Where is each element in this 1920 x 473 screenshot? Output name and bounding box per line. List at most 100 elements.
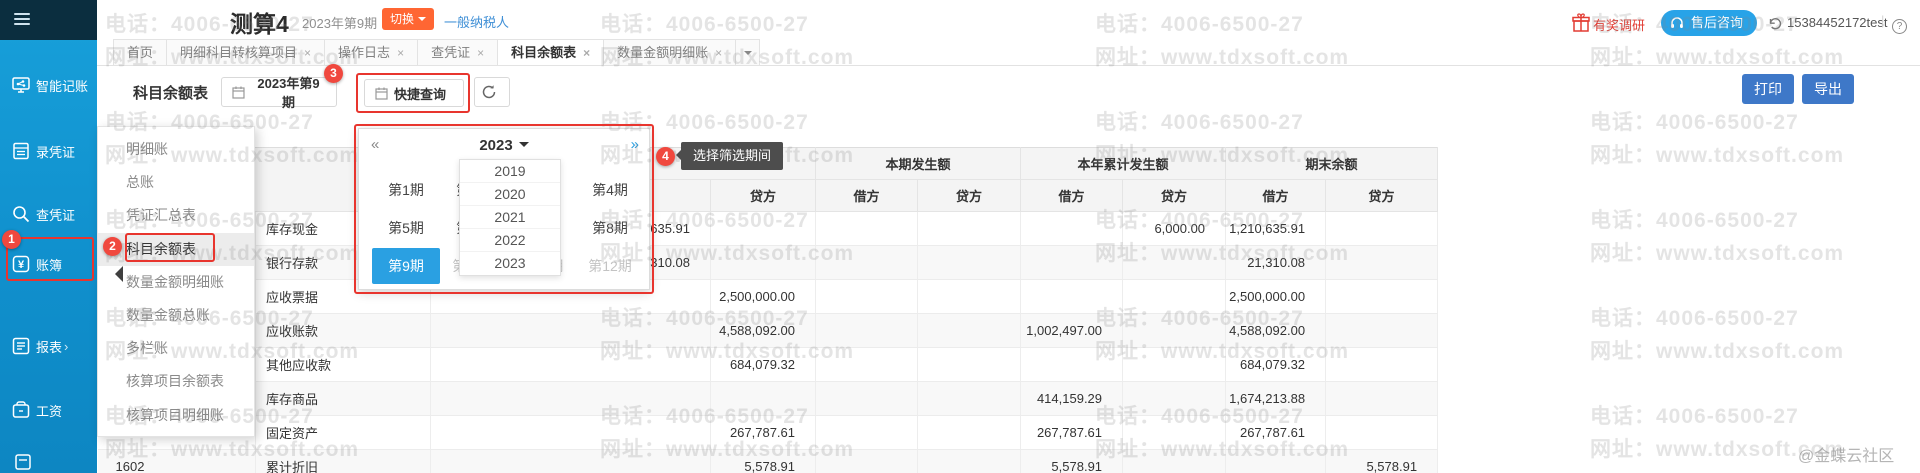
flyout-item-6[interactable]: 数量金额总账 [126, 306, 210, 323]
report-icon [12, 337, 30, 355]
cell-opening_cr: 5,578.91 [710, 449, 817, 473]
cell-closing_dr: 2,500,000.00 [1225, 279, 1327, 314]
tab-6[interactable]: 数量金额明细账 × [604, 39, 737, 66]
switch-user-icon[interactable] [1767, 16, 1783, 31]
close-icon[interactable]: × [477, 46, 485, 60]
account-name[interactable]: 15384452172test [1787, 15, 1888, 30]
flyout-item-2[interactable]: 总账 [126, 174, 154, 191]
period-cell-9[interactable]: 第9期 [372, 248, 440, 284]
export-button[interactable]: 导出 [1802, 74, 1854, 104]
period-select-button[interactable]: 2023年第9期 [221, 76, 337, 110]
sidebar-item-1[interactable]: 智能记账 [0, 72, 97, 98]
tab-label: 明细科目转核算项目 [180, 45, 298, 60]
year-option-2020[interactable]: 2020 [460, 183, 560, 206]
tab-1[interactable]: 首页 [113, 39, 168, 66]
year-option-2022[interactable]: 2022 [460, 229, 560, 252]
period-cell-5[interactable]: 第5期 [388, 220, 424, 236]
close-icon[interactable]: × [304, 46, 312, 60]
cell-period_cr [917, 313, 1022, 348]
close-icon[interactable]: × [583, 46, 591, 60]
flyout-item-7[interactable]: 多栏账 [126, 340, 168, 357]
tooltip-select-period: 选择筛选期间 [675, 142, 784, 170]
switch-account-button[interactable]: 切换 [382, 8, 435, 30]
sidebar-corner[interactable] [0, 0, 97, 40]
tab-3[interactable]: 操作日志 × [325, 39, 419, 66]
year-option-2021[interactable]: 2021 [460, 206, 560, 229]
sidebar-item-4[interactable]: ¥ 账簿 [0, 251, 97, 277]
tab-label: 查凭证 [431, 45, 471, 60]
gift-icon [1572, 13, 1590, 32]
period-cell-4[interactable]: 第4期 [592, 182, 628, 198]
sidebar-item-label: 报表 [36, 339, 63, 355]
cell-ytd_cr [1122, 245, 1227, 280]
cell-ytd_cr [1122, 449, 1227, 473]
tab-5[interactable]: 科目余额表 × [498, 39, 605, 66]
sidebar-item-5[interactable]: 报表 › [0, 333, 97, 359]
header-credit: 贷方 [709, 179, 817, 212]
chevron-down-icon [418, 17, 427, 25]
taxpayer-type-link[interactable]: 一般纳税人 [444, 15, 510, 30]
period-cell-1[interactable]: 第1期 [388, 182, 424, 198]
year-dropdown-toggle[interactable]: 2023 [359, 137, 649, 154]
tab-list-dropdown-button[interactable] [736, 39, 761, 66]
voucher-search-icon [13, 206, 30, 223]
cell-closing_cr [1325, 381, 1439, 416]
cell-name: 其他应收款 [255, 347, 431, 382]
calendar-icon [232, 86, 245, 99]
table-row: 1602 累计折旧 5,578.91 5,578.91 5,578.91 [97, 449, 1439, 473]
prev-year-icon[interactable]: « [371, 136, 380, 153]
aftersale-support-button[interactable]: 售后咨询 [1661, 10, 1758, 36]
cell-closing_dr: 21,310.08 [1225, 245, 1327, 280]
step-badge-4: 4 [656, 147, 675, 166]
cell-period_dr [815, 245, 919, 280]
period-cell-12: 第12期 [588, 258, 632, 274]
cell-name: 应收账款 [255, 313, 431, 348]
sidebar-item-partial-icon[interactable] [13, 452, 33, 472]
sidebar-item-6[interactable]: 工资 [0, 397, 97, 423]
flyout-item-8[interactable]: 核算项目余额表 [126, 373, 224, 390]
tab-bar: 首页 明细科目转核算项目 × 操作日志 × 查凭证 × 科目余额表 × 数量金额明细账 × [97, 36, 1920, 66]
flyout-item-9[interactable]: 核算项目明细账 [126, 406, 224, 423]
cell-opening_dr [430, 449, 711, 473]
header-group-3: 本年累计发生额 [1020, 147, 1227, 180]
header-right-cluster: 有奖调研 售后咨询 15384452172test | ?帮助 | [97, 0, 1920, 52]
flyout-item-3[interactable]: 凭证汇总表 [126, 207, 196, 224]
flyout-item-4[interactable]: 科目余额表 [98, 232, 254, 266]
year-option-2019[interactable]: 2019 [460, 160, 560, 183]
refresh-button[interactable] [474, 77, 510, 107]
cell-period_dr [815, 415, 919, 450]
tab-4[interactable]: 查凭证 × [418, 39, 499, 66]
tab-2[interactable]: 明细科目转核算项目 × [167, 39, 326, 66]
watermark-url: 网址：www.tdxsoft.com [1590, 242, 1845, 265]
current-period-label: 2023年第9期 [302, 16, 378, 31]
menu-icon [14, 13, 30, 26]
cell-ytd_dr [1020, 245, 1124, 280]
period-cell-8[interactable]: 第8期 [592, 220, 628, 236]
year-option-2023[interactable]: 2023 [494, 255, 526, 271]
sidebar-item-label: 智能记账 [36, 78, 89, 94]
quick-query-button[interactable]: 快捷查询 [364, 79, 464, 107]
table-row: 库存商品 414,159.29 1,674,213.88 [97, 381, 1439, 416]
print-button[interactable]: 打印 [1742, 74, 1794, 104]
step-badge-2: 2 [103, 237, 122, 256]
ledger-icon: ¥ [12, 255, 30, 273]
watermark-url: 网址：www.tdxsoft.com [1590, 144, 1845, 167]
cell-ytd_cr [1122, 313, 1227, 348]
table-row: 银行存款 310.08 21,310.08 [97, 245, 1439, 280]
survey-link[interactable]: 有奖调研 [1593, 18, 1646, 33]
cell-name: 固定资产 [255, 415, 431, 450]
flyout-pointer [107, 266, 123, 282]
cell-ytd_cr: 6,000.00 [1122, 211, 1227, 246]
close-icon[interactable]: × [715, 46, 723, 60]
flyout-item-5[interactable]: 数量金额明细账 [126, 273, 224, 290]
tab-label: 操作日志 [338, 45, 391, 60]
close-icon[interactable]: × [397, 46, 405, 60]
titlebar: 测算4 2023年第9期 切换 一般纳税人 有奖调研 售后咨询 [97, 0, 1920, 52]
header-debit: 借方 [1020, 179, 1124, 212]
next-year-icon[interactable]: » [630, 136, 639, 153]
sidebar-item-2[interactable]: 录凭证 [0, 138, 97, 164]
flyout-item-1[interactable]: 明细账 [126, 141, 168, 157]
cell-period_cr [917, 449, 1022, 473]
sidebar-item-3[interactable]: 查凭证 [0, 201, 97, 227]
